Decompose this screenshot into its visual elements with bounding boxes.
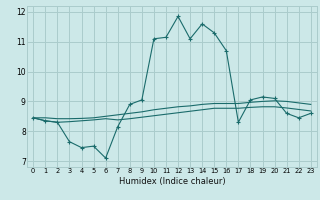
X-axis label: Humidex (Indice chaleur): Humidex (Indice chaleur)	[119, 177, 225, 186]
